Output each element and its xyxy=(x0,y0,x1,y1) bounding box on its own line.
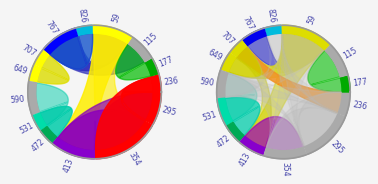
Wedge shape xyxy=(53,138,94,159)
Text: 649: 649 xyxy=(12,63,29,76)
Polygon shape xyxy=(57,110,146,151)
Wedge shape xyxy=(151,75,161,92)
Wedge shape xyxy=(34,50,49,67)
Polygon shape xyxy=(237,46,342,113)
Polygon shape xyxy=(225,97,260,136)
Text: 826: 826 xyxy=(266,8,277,23)
Wedge shape xyxy=(96,121,152,159)
Wedge shape xyxy=(265,25,281,36)
Polygon shape xyxy=(267,33,342,113)
Text: 590: 590 xyxy=(199,77,214,88)
Polygon shape xyxy=(267,33,338,147)
Polygon shape xyxy=(228,33,324,78)
Polygon shape xyxy=(50,33,127,71)
Polygon shape xyxy=(282,33,342,113)
Text: 707: 707 xyxy=(219,30,236,47)
Wedge shape xyxy=(28,82,39,115)
Polygon shape xyxy=(266,92,342,151)
Wedge shape xyxy=(242,28,266,46)
Polygon shape xyxy=(225,73,342,113)
Polygon shape xyxy=(50,33,93,69)
Polygon shape xyxy=(266,33,324,151)
Polygon shape xyxy=(116,44,151,80)
Polygon shape xyxy=(245,33,324,148)
Text: 531: 531 xyxy=(201,109,218,123)
Polygon shape xyxy=(96,77,153,151)
Polygon shape xyxy=(50,33,93,69)
Polygon shape xyxy=(37,55,69,84)
Wedge shape xyxy=(146,59,159,76)
Text: 59: 59 xyxy=(306,14,318,26)
Polygon shape xyxy=(225,73,304,151)
Polygon shape xyxy=(50,36,145,75)
Wedge shape xyxy=(341,76,350,92)
Polygon shape xyxy=(237,33,324,73)
Text: 236: 236 xyxy=(164,77,179,87)
Text: 413: 413 xyxy=(238,151,253,168)
Polygon shape xyxy=(225,33,282,97)
Wedge shape xyxy=(76,25,93,36)
Wedge shape xyxy=(226,122,244,142)
Wedge shape xyxy=(40,127,57,143)
Text: 236: 236 xyxy=(352,100,367,112)
Polygon shape xyxy=(266,108,338,151)
Text: 826: 826 xyxy=(77,8,88,23)
Text: 767: 767 xyxy=(240,15,255,32)
Polygon shape xyxy=(225,33,324,97)
Wedge shape xyxy=(43,28,77,54)
Text: 649: 649 xyxy=(206,48,224,63)
Polygon shape xyxy=(299,92,342,147)
Polygon shape xyxy=(225,73,338,147)
Wedge shape xyxy=(282,25,330,50)
Wedge shape xyxy=(230,40,246,57)
Polygon shape xyxy=(57,33,127,151)
Text: 413: 413 xyxy=(62,157,75,173)
Text: 707: 707 xyxy=(20,43,37,59)
Polygon shape xyxy=(122,77,153,121)
Wedge shape xyxy=(338,92,350,116)
Text: 177: 177 xyxy=(158,55,174,69)
Polygon shape xyxy=(96,92,153,151)
Text: 59: 59 xyxy=(111,12,122,24)
Wedge shape xyxy=(29,65,41,82)
Text: 354: 354 xyxy=(126,150,141,167)
Wedge shape xyxy=(217,70,228,98)
Polygon shape xyxy=(225,73,257,121)
Wedge shape xyxy=(146,92,161,124)
Polygon shape xyxy=(225,36,270,97)
Polygon shape xyxy=(247,33,324,70)
Polygon shape xyxy=(282,33,338,147)
Wedge shape xyxy=(217,98,232,125)
Wedge shape xyxy=(32,113,46,130)
Text: 295: 295 xyxy=(161,105,178,118)
Wedge shape xyxy=(128,37,152,62)
Wedge shape xyxy=(264,147,306,159)
Text: 767: 767 xyxy=(44,19,60,36)
Text: 472: 472 xyxy=(29,137,46,153)
Text: 472: 472 xyxy=(215,133,232,149)
Polygon shape xyxy=(93,33,146,151)
Text: 295: 295 xyxy=(330,139,346,156)
Text: 115: 115 xyxy=(342,46,359,61)
Polygon shape xyxy=(245,117,304,151)
Polygon shape xyxy=(228,46,261,78)
Polygon shape xyxy=(57,92,153,151)
Wedge shape xyxy=(93,25,132,43)
Text: 354: 354 xyxy=(281,162,290,177)
Polygon shape xyxy=(36,83,68,126)
Wedge shape xyxy=(325,45,348,77)
Text: 531: 531 xyxy=(18,121,35,136)
Wedge shape xyxy=(305,114,345,154)
Wedge shape xyxy=(221,53,236,72)
Polygon shape xyxy=(237,46,271,148)
Text: 177: 177 xyxy=(353,77,368,88)
Wedge shape xyxy=(240,136,265,155)
Polygon shape xyxy=(40,106,72,137)
Text: 115: 115 xyxy=(143,31,160,47)
Polygon shape xyxy=(308,50,342,92)
Text: 590: 590 xyxy=(10,94,25,105)
